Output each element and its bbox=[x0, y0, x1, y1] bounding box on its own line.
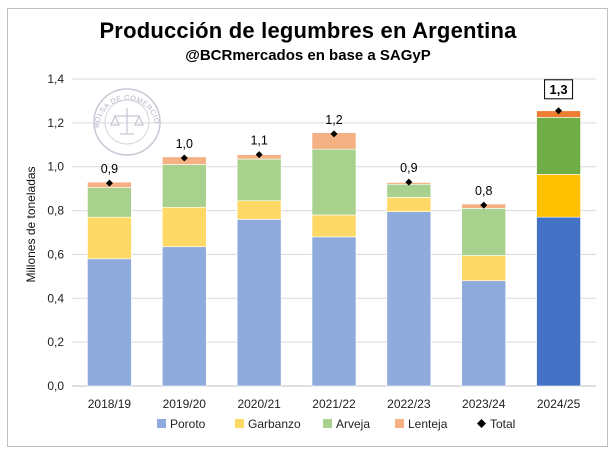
total-marker bbox=[105, 179, 113, 187]
total-label: 1,0 bbox=[176, 137, 193, 151]
y-axis-ticks: 0,0 0,2 0,4 0,6 0,8 1,0 1,2 1,4 bbox=[47, 72, 64, 393]
total-marker bbox=[255, 151, 263, 159]
bar-garbanzo-2022-23 bbox=[386, 197, 432, 212]
bar-arveja-2021-22 bbox=[311, 148, 357, 216]
legend-label: Poroto bbox=[170, 417, 206, 431]
bar-garbanzo-2020-21 bbox=[236, 200, 282, 220]
bar-poroto-2021-22 bbox=[311, 236, 357, 387]
x-tick-label: 2020/21 bbox=[237, 397, 281, 411]
y-tick-label: 0,6 bbox=[47, 247, 64, 261]
bar-poroto-2020-21 bbox=[236, 219, 282, 387]
bar-arveja-2022-23 bbox=[386, 183, 432, 198]
total-label: 1,3 bbox=[550, 82, 568, 97]
chart-title: Producción de legumbres en Argentina bbox=[99, 18, 517, 43]
watermark-outer-ring bbox=[93, 88, 161, 156]
legend: Poroto Garbanzo Arveja Lenteja Total bbox=[157, 417, 515, 431]
legend-label: Lenteja bbox=[408, 417, 448, 431]
watermark-scales-icon bbox=[110, 108, 144, 135]
y-tick-label: 1,0 bbox=[47, 160, 64, 174]
bar-poroto-2024-25 bbox=[536, 216, 581, 387]
y-tick-label: 1,4 bbox=[47, 72, 64, 86]
x-tick-label: 2023/24 bbox=[462, 397, 506, 411]
y-tick-label: 0,4 bbox=[47, 291, 64, 305]
bar-arveja-2018-19 bbox=[87, 187, 132, 218]
total-marker bbox=[480, 201, 488, 209]
bar-poroto-2019-20 bbox=[161, 246, 207, 387]
legend-label: Arveja bbox=[336, 417, 370, 431]
legend-swatch-garbanzo bbox=[235, 419, 244, 428]
total-label: 1,1 bbox=[250, 134, 267, 148]
total-markers: 0,9 1,0 1,1 1,2 0,9 0,8 1,3 bbox=[101, 79, 574, 209]
bars-group bbox=[87, 110, 581, 387]
legend-label: Total bbox=[490, 417, 515, 431]
bar-garbanzo-2019-20 bbox=[161, 206, 207, 248]
legend-swatch-total bbox=[477, 419, 486, 428]
x-tick-label: 2019/20 bbox=[163, 397, 207, 411]
bar-poroto-2022-23 bbox=[386, 211, 432, 387]
x-tick-label: 2024/25 bbox=[537, 397, 581, 411]
bar-arveja-2019-20 bbox=[161, 164, 207, 208]
total-marker bbox=[555, 107, 563, 115]
bar-arveja-2023-24 bbox=[461, 208, 507, 256]
total-marker bbox=[405, 178, 413, 186]
y-tick-label: 0,8 bbox=[47, 204, 64, 218]
x-tick-label: 2022/23 bbox=[387, 397, 431, 411]
bar-arveja-2020-21 bbox=[236, 158, 282, 202]
total-label: 0,9 bbox=[400, 161, 417, 175]
x-tick-label: 2018/19 bbox=[88, 397, 132, 411]
bar-garbanzo-2018-19 bbox=[87, 216, 132, 260]
total-label: 0,9 bbox=[101, 162, 118, 176]
bar-garbanzo-2024-25 bbox=[536, 174, 581, 218]
bar-poroto-2018-19 bbox=[87, 258, 132, 387]
total-label: 1,2 bbox=[325, 113, 342, 127]
total-label-box bbox=[544, 79, 574, 100]
bar-garbanzo-2023-24 bbox=[461, 255, 507, 282]
total-marker bbox=[180, 154, 188, 162]
y-tick-label: 0,2 bbox=[47, 335, 64, 349]
watermark-text: BOLSA DE COMERCIO DE ROSARIO bbox=[0, 0, 162, 128]
total-label: 0,8 bbox=[475, 184, 492, 198]
y-axis-title: Millones de toneladas bbox=[24, 166, 38, 282]
chart-subtitle: @BCRmercados en base a SAGyP bbox=[185, 47, 431, 64]
legend-swatch-lenteja bbox=[395, 419, 404, 428]
y-tick-label: 1,2 bbox=[47, 116, 64, 130]
watermark-inner-ring bbox=[104, 99, 150, 145]
total-marker bbox=[330, 130, 338, 138]
bar-arveja-2024-25 bbox=[536, 117, 581, 175]
y-tick-label: 0,0 bbox=[47, 379, 64, 393]
bar-poroto-2023-24 bbox=[461, 280, 507, 387]
legend-label: Garbanzo bbox=[248, 417, 301, 431]
legend-swatch-arveja bbox=[323, 419, 332, 428]
x-axis-ticks: 2018/19 2019/20 2020/21 2021/22 2022/23 2023/… bbox=[88, 397, 581, 411]
x-tick-label: 2021/22 bbox=[312, 397, 356, 411]
watermark-logo: BOLSA DE COMERCIO DE ROSARIO bbox=[0, 0, 162, 156]
legend-swatch-poroto bbox=[157, 419, 166, 428]
bar-garbanzo-2021-22 bbox=[311, 214, 357, 238]
